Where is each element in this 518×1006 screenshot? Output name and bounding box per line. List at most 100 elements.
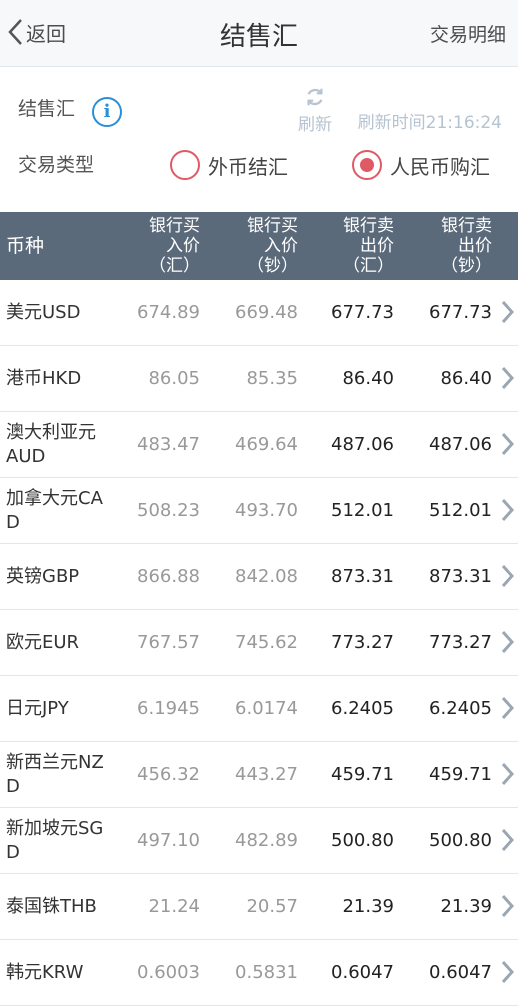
sell-remit-rate: 487.06 [331,434,394,455]
section-label: 结售汇 [18,98,76,120]
sell-cash-rate: 773.27 [429,632,492,653]
chevron-right-icon [501,630,514,654]
table-row[interactable]: 新西兰元NZD 456.32 443.27 459.71 459.71 [0,742,518,808]
refresh-label: 刷新 [298,115,332,135]
sell-remit-rate: 677.73 [331,302,394,323]
buy-cash-rate: 443.27 [235,764,298,785]
sell-cash-rate: 487.06 [429,434,492,455]
sell-remit-rate: 86.40 [342,368,394,389]
buy-cash-rate: 669.48 [235,302,298,323]
buy-cash-rate: 0.5831 [235,962,298,983]
sell-remit-rate: 873.31 [331,566,394,587]
chevron-left-icon [8,19,22,45]
sell-cash-rate: 873.31 [429,566,492,587]
refresh-button[interactable]: 刷新 [296,86,334,135]
column-header-sell-cash: 银行卖 出价 （钞） [441,216,492,276]
refresh-time: 刷新时间21:16:24 [357,113,502,133]
column-header-currency: 币种 [6,235,45,257]
radio-label: 外币结汇 [208,154,288,179]
chevron-right-icon [501,696,514,720]
buy-remit-rate: 483.47 [137,434,200,455]
currency-name: 英镑GBP [6,565,80,587]
column-header-sell-remit: 银行卖 出价 （汇） [343,216,394,276]
table-row[interactable]: 欧元EUR 767.57 745.62 773.27 773.27 [0,610,518,676]
sell-remit-rate: 773.27 [331,632,394,653]
buy-remit-rate: 767.57 [137,632,200,653]
table-row[interactable]: 澳大利亚元AUD 483.47 469.64 487.06 487.06 [0,412,518,478]
chevron-right-icon [501,894,514,918]
column-header-buy-remit: 银行买 入价 （汇） [149,216,200,276]
buy-remit-rate: 86.05 [148,368,200,389]
chevron-right-icon [501,432,514,456]
buy-remit-rate: 674.89 [137,302,200,323]
buy-cash-rate: 85.35 [246,368,298,389]
sell-cash-rate: 86.40 [440,368,492,389]
buy-remit-rate: 866.88 [137,566,200,587]
radio-cny-to-foreign[interactable]: 人民币购汇 [352,150,490,180]
currency-name: 新加坡元SGD [6,817,104,863]
buy-remit-rate: 6.1945 [137,698,200,719]
buy-remit-rate: 456.32 [137,764,200,785]
currency-name: 美元USD [6,301,81,323]
buy-cash-rate: 469.64 [235,434,298,455]
sell-cash-rate: 677.73 [429,302,492,323]
sell-cash-rate: 21.39 [440,896,492,917]
currency-name: 韩元KRW [6,961,84,983]
refresh-icon [307,88,323,106]
sell-cash-rate: 500.80 [429,830,492,851]
currency-name: 欧元EUR [6,631,80,653]
table-row[interactable]: 美元USD 674.89 669.48 677.73 677.73 [0,280,518,346]
sell-remit-rate: 21.39 [342,896,394,917]
sell-cash-rate: 6.2405 [429,698,492,719]
currency-name: 加拿大元CAD [6,487,103,533]
table-row[interactable]: 新加坡元SGD 497.10 482.89 500.80 500.80 [0,808,518,874]
chevron-right-icon [501,762,514,786]
buy-cash-rate: 842.08 [235,566,298,587]
currency-name: 新西兰元NZD [6,751,104,797]
chevron-right-icon [501,828,514,852]
column-header-buy-cash: 银行买 入价 （钞） [247,216,298,276]
sell-cash-rate: 0.6047 [429,962,492,983]
buy-cash-rate: 493.70 [235,500,298,521]
sell-remit-rate: 500.80 [331,830,394,851]
table-row[interactable]: 加拿大元CAD 508.23 493.70 512.01 512.01 [0,478,518,544]
buy-remit-rate: 0.6003 [137,962,200,983]
currency-name: 澳大利亚元AUD [6,421,96,467]
table-row[interactable]: 英镑GBP 866.88 842.08 873.31 873.31 [0,544,518,610]
table-row[interactable]: 韩元KRW 0.6003 0.5831 0.6047 0.6047 [0,940,518,1006]
buy-cash-rate: 6.0174 [235,698,298,719]
table-row[interactable]: 日元JPY 6.1945 6.0174 6.2405 6.2405 [0,676,518,742]
buy-cash-rate: 482.89 [235,830,298,851]
chevron-right-icon [501,498,514,522]
info-icon[interactable]: i [92,97,122,127]
buy-cash-rate: 20.57 [246,896,298,917]
table-header: 币种 银行买 入价 （汇） 银行买 入价 （钞） 银行卖 出价 （汇） 银行卖 出价 （钞） [0,212,518,280]
page-title: 结售汇 [219,22,298,52]
back-label: 返回 [26,21,66,46]
trade-detail-link[interactable]: 交易明细 [429,24,506,46]
rate-table: 美元USD 674.89 669.48 677.73 677.73 港币HKD … [0,280,518,1006]
currency-name: 泰国铢THB [6,895,97,917]
buy-remit-rate: 508.23 [137,500,200,521]
radio-checked-icon [352,150,382,180]
back-button[interactable]: 返回 [6,16,66,48]
radio-label: 人民币购汇 [390,154,490,179]
table-row[interactable]: 泰国铢THB 21.24 20.57 21.39 21.39 [0,874,518,940]
sell-cash-rate: 512.01 [429,500,492,521]
radio-foreign-to-cny[interactable]: 外币结汇 [170,150,288,180]
buy-cash-rate: 745.62 [235,632,298,653]
buy-remit-rate: 497.10 [137,830,200,851]
sell-remit-rate: 0.6047 [331,962,394,983]
chevron-right-icon [501,960,514,984]
chevron-right-icon [501,300,514,324]
sell-remit-rate: 512.01 [331,500,394,521]
chevron-right-icon [501,366,514,390]
currency-name: 日元JPY [6,697,69,719]
nav-bar: 返回 结售汇 交易明细 [0,0,518,67]
table-row[interactable]: 港币HKD 86.05 85.35 86.40 86.40 [0,346,518,412]
sell-remit-rate: 459.71 [331,764,394,785]
radio-unchecked-icon [170,150,200,180]
sell-cash-rate: 459.71 [429,764,492,785]
sell-remit-rate: 6.2405 [331,698,394,719]
chevron-right-icon [501,564,514,588]
